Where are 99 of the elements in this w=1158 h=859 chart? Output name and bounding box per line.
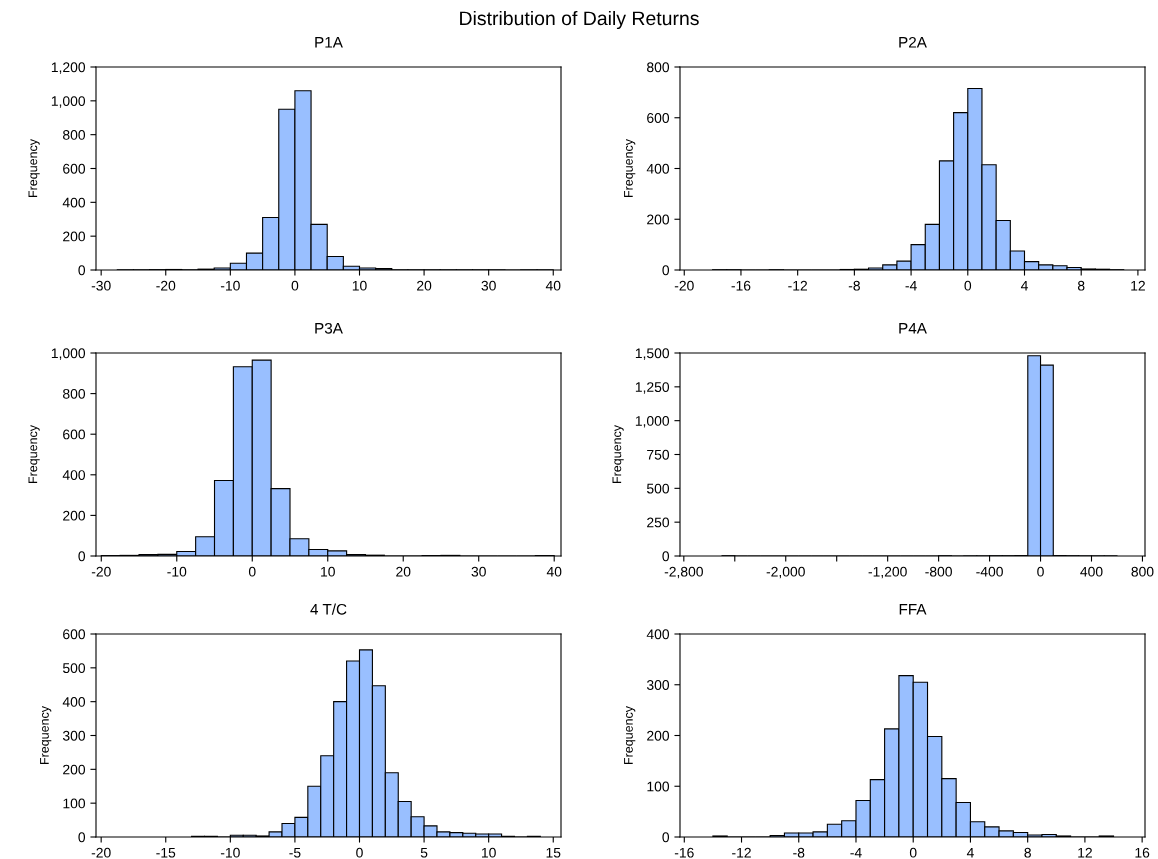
- y-tick-label: 800: [63, 130, 86, 140]
- x-tick-label: -8: [848, 280, 860, 291]
- x-tick-label: -16: [731, 280, 751, 291]
- x-tick-label: 0: [1037, 566, 1044, 577]
- y-tick-label: 0: [78, 265, 86, 276]
- y-tick-label: 400: [62, 197, 86, 208]
- chart-title: P3A: [315, 322, 343, 334]
- x-tick-label: -8: [793, 847, 805, 858]
- x-tick-label: 0: [909, 847, 917, 858]
- y-axis-title: Frequency: [40, 705, 52, 764]
- y-tick-label: 1,500: [635, 348, 670, 360]
- y-tick-label: 200: [63, 764, 86, 775]
- x-tick-label: 4: [966, 847, 974, 858]
- x-tick-label: 10: [482, 847, 496, 858]
- x-tick-label: -10: [220, 847, 240, 858]
- y-tick-label: 500: [646, 483, 670, 494]
- y-tick-label: 600: [63, 163, 86, 174]
- y-tick-label: 500: [62, 663, 86, 673]
- x-tick-label: -10: [167, 566, 187, 577]
- x-tick-label: 12: [1078, 847, 1092, 858]
- y-tick-label: 1,250: [635, 382, 670, 394]
- y-tick-label: 100: [647, 781, 670, 792]
- x-tick-label: 20: [396, 566, 411, 577]
- y-axis-title: Frequency: [624, 705, 636, 764]
- y-tick-label: 100: [63, 798, 86, 809]
- text: Distribution of Daily Returns: [460, 10, 699, 30]
- x-tick-label: -20: [674, 280, 694, 291]
- y-tick-label: 400: [646, 629, 670, 640]
- x-tick-label: 800: [1131, 566, 1154, 577]
- x-tick-label: 20: [417, 280, 432, 291]
- y-axis-title: Frequency: [612, 424, 624, 483]
- y-tick-label: 300: [62, 730, 86, 741]
- y-tick-label: 400: [62, 697, 86, 707]
- x-tick-label: 8: [1024, 847, 1031, 858]
- x-tick-label: 8: [1077, 280, 1085, 291]
- x-tick-label: -10: [220, 280, 240, 291]
- x-tick-label: 0: [248, 566, 256, 577]
- y-tick-label: 1,000: [635, 416, 670, 428]
- y-tick-label: 400: [62, 470, 86, 480]
- y-axis-title: Frequency: [28, 424, 40, 483]
- chart-title: P1A: [315, 37, 343, 48]
- x-tick-label: -20: [156, 280, 176, 291]
- x-tick-label: -1,200: [868, 566, 907, 579]
- x-tick-label: 40: [545, 280, 561, 291]
- x-tick-label: -4: [905, 280, 917, 291]
- x-tick-label: -12: [732, 847, 751, 858]
- x-tick-label: 0: [291, 280, 299, 291]
- x-tick-label: 5: [420, 847, 428, 858]
- x-tick-label: -20: [91, 847, 111, 858]
- chart-title: FFA: [899, 604, 927, 615]
- x-tick-label: 30: [481, 280, 496, 291]
- x-tick-label: 10: [352, 280, 367, 291]
- x-tick-label: -2,800: [664, 566, 703, 579]
- y-tick-label: 600: [647, 113, 670, 123]
- x-tick-label: -5: [289, 847, 301, 858]
- x-tick-label: -400: [976, 566, 1003, 577]
- y-tick-label: 300: [646, 680, 670, 690]
- y-tick-label: 600: [63, 429, 86, 440]
- x-tick-label: -12: [788, 280, 808, 291]
- y-tick-label: 250: [647, 517, 670, 528]
- y-tick-label: 200: [63, 510, 86, 521]
- y-tick-label: 200: [647, 214, 670, 225]
- y-tick-label: 0: [662, 832, 670, 843]
- chart-title: 4 T/C: [310, 603, 347, 615]
- x-tick-label: 12: [1131, 280, 1145, 291]
- y-tick-label: 1,000: [51, 348, 86, 360]
- x-tick-label: 16: [1135, 847, 1150, 858]
- y-axis-title: Frequency: [624, 138, 636, 197]
- x-tick-label: 40: [546, 566, 562, 577]
- y-tick-label: 800: [63, 388, 86, 399]
- chart-title: P2A: [899, 36, 927, 48]
- x-tick-label: -800: [925, 566, 952, 577]
- y-tick-label: 200: [63, 231, 86, 242]
- y-axis-title: Frequency: [28, 138, 40, 197]
- x-tick-label: 30: [471, 566, 486, 577]
- y-tick-label: 1,000: [51, 96, 86, 108]
- y-tick-label: 400: [646, 163, 670, 174]
- y-tick-label: 1,200: [51, 62, 86, 74]
- y-tick-label: 0: [78, 832, 86, 843]
- y-tick-label: 200: [647, 730, 670, 741]
- y-tick-label: 600: [63, 629, 86, 640]
- x-tick-label: -16: [674, 847, 694, 858]
- x-tick-label: -2,000: [766, 566, 805, 579]
- x-tick-label: 4: [1020, 280, 1028, 291]
- x-tick-label: 0: [356, 847, 363, 858]
- x-tick-label: 10: [321, 566, 335, 577]
- y-tick-label: 0: [662, 265, 670, 276]
- y-tick-label: 0: [662, 551, 670, 562]
- x-tick-label: -4: [850, 847, 862, 858]
- x-tick-label: -20: [91, 566, 111, 577]
- y-tick-label: 750: [647, 449, 670, 460]
- x-tick-label: -30: [91, 280, 111, 291]
- x-tick-label: 400: [1080, 566, 1103, 577]
- x-tick-label: 15: [546, 847, 561, 858]
- y-tick-label: 800: [647, 62, 670, 73]
- y-tick-label: 0: [78, 551, 86, 562]
- x-tick-label: -15: [156, 847, 176, 858]
- x-tick-label: 0: [964, 280, 972, 291]
- chart-title: P4A: [899, 323, 927, 334]
